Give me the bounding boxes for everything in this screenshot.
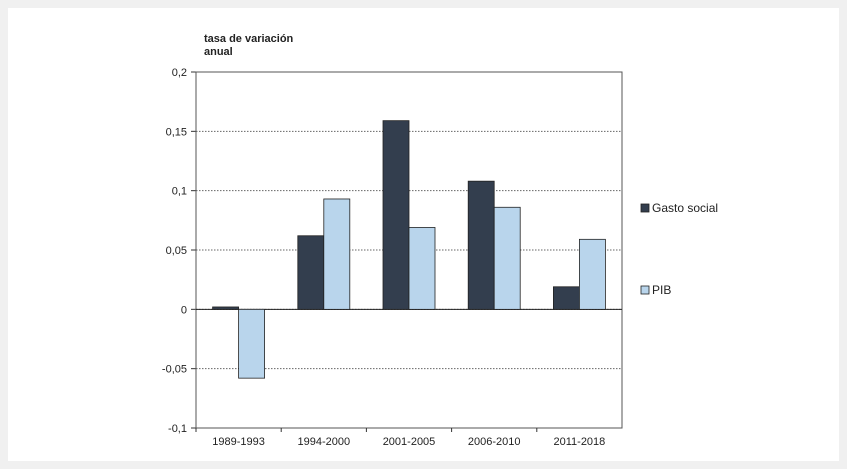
legend: Gasto social PIB [640,201,718,297]
chart-title-line-1: tasa de variación [204,33,294,45]
x-tick-label: 2006-2010 [468,436,521,448]
y-tick-label: 0,15 [166,126,187,138]
y-tick-label: 0,2 [172,67,187,79]
chart-panel: tasa de variación anual 0,2 0,15 0,1 0,05 0 -… [8,8,839,461]
x-tick-label: 1989-1993 [212,436,265,448]
y-tick-label: -0,05 [162,364,187,376]
bar-gasto-social [212,306,240,310]
x-tick-label: 2001-2005 [383,436,436,448]
bar-chart: tasa de variación anual 0,2 0,15 0,1 0,05 0 -… [162,33,718,448]
bar-pib [323,198,351,310]
y-tick-label: -0,1 [168,423,187,435]
plot-frame [195,71,623,429]
plot-area: 0,2 0,15 0,1 0,05 0 -0,05 -0,1 1989-1993 1994-20… [162,67,623,448]
bar-pib [493,206,521,310]
bar-gasto-social [382,120,410,310]
y-tick-label: 0 [181,304,187,316]
y-tick-label: 0,05 [166,245,187,257]
legend-label: Gasto social [652,201,718,215]
legend-label: PIB [652,283,671,297]
bar-gasto-social [467,180,495,310]
bar-pib [408,227,436,310]
legend-swatch [640,203,650,213]
x-tick-label: 2011-2018 [554,436,606,448]
bar-pib [579,238,606,310]
chart-title-line-2: anual [204,46,233,58]
bar-pib [238,308,266,379]
y-tick-label: 0,1 [172,186,187,198]
x-tick-label: 1994-2000 [297,436,350,448]
bar-gasto-social [553,286,580,310]
bar-gasto-social [297,235,325,310]
legend-swatch [640,285,650,295]
